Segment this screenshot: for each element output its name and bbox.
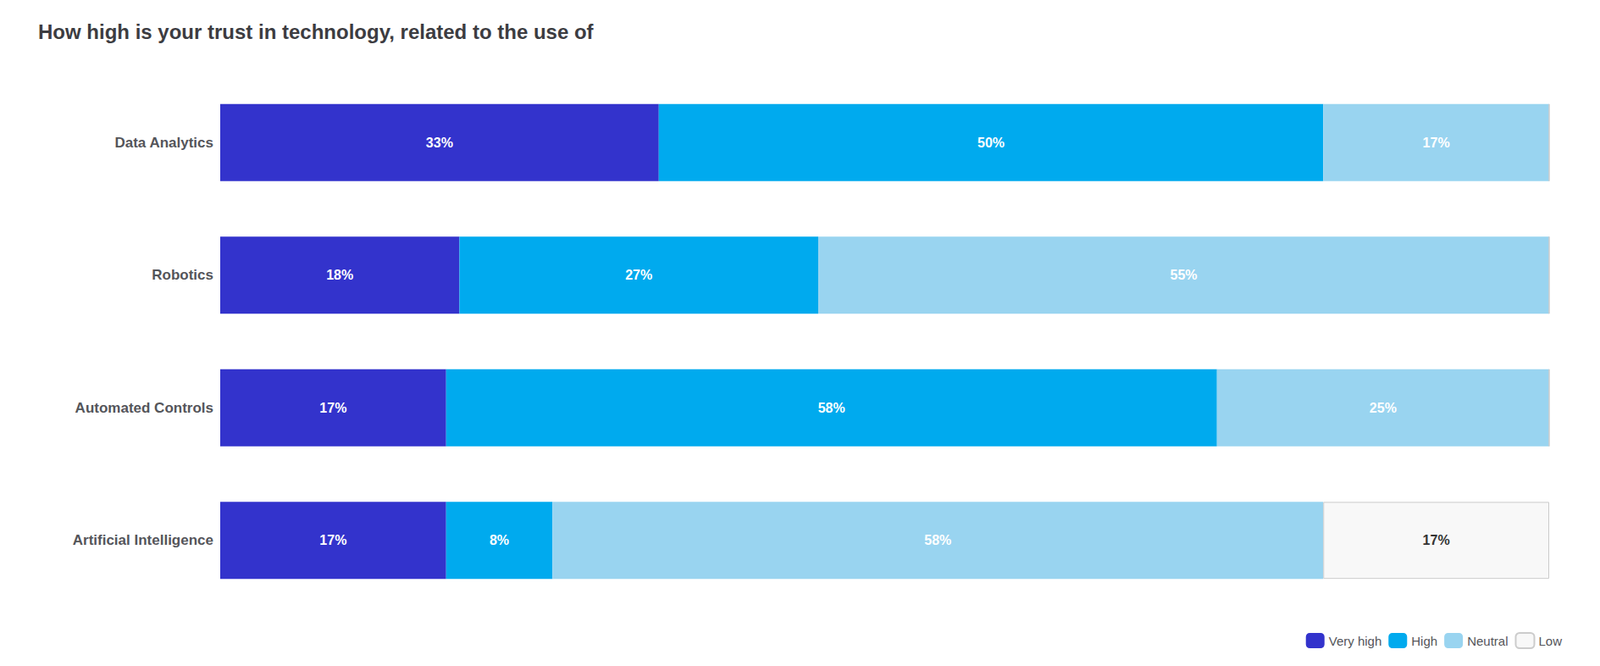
svg-text:Artificial Intelligence: Artificial Intelligence bbox=[72, 531, 214, 549]
svg-text:How high is your trust in tech: How high is your trust in technology, re… bbox=[38, 20, 595, 44]
svg-text:Robotics: Robotics bbox=[151, 266, 214, 283]
svg-text:55%: 55% bbox=[1170, 267, 1198, 283]
svg-text:High: High bbox=[1411, 633, 1438, 648]
svg-text:Low: Low bbox=[1538, 633, 1562, 648]
svg-text:58%: 58% bbox=[818, 400, 846, 416]
svg-text:Neutral: Neutral bbox=[1467, 633, 1508, 648]
svg-text:17%: 17% bbox=[1422, 135, 1451, 150]
svg-text:17%: 17% bbox=[319, 532, 347, 548]
svg-text:17%: 17% bbox=[319, 400, 347, 416]
svg-text:33%: 33% bbox=[426, 135, 454, 150]
svg-text:17%: 17% bbox=[1422, 532, 1451, 548]
svg-text:18%: 18% bbox=[326, 267, 354, 283]
svg-text:8%: 8% bbox=[489, 532, 510, 548]
svg-text:25%: 25% bbox=[1369, 400, 1397, 416]
svg-text:58%: 58% bbox=[924, 532, 952, 548]
svg-text:Very high: Very high bbox=[1328, 633, 1383, 648]
svg-text:27%: 27% bbox=[625, 267, 653, 283]
svg-text:50%: 50% bbox=[977, 135, 1005, 150]
svg-text:Data Analytics: Data Analytics bbox=[114, 134, 214, 151]
svg-text:Automated Controls: Automated Controls bbox=[75, 399, 214, 416]
